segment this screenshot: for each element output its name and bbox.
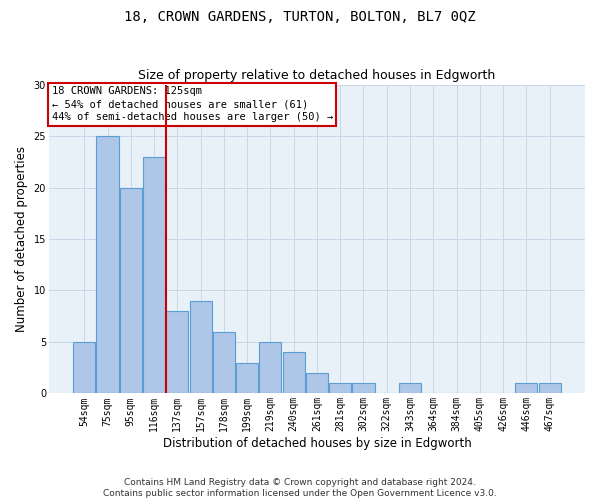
Bar <box>306 373 328 394</box>
X-axis label: Distribution of detached houses by size in Edgworth: Distribution of detached houses by size … <box>163 437 471 450</box>
Bar <box>236 362 258 394</box>
Text: 18, CROWN GARDENS, TURTON, BOLTON, BL7 0QZ: 18, CROWN GARDENS, TURTON, BOLTON, BL7 0… <box>124 10 476 24</box>
Text: Contains HM Land Registry data © Crown copyright and database right 2024.
Contai: Contains HM Land Registry data © Crown c… <box>103 478 497 498</box>
Bar <box>329 383 351 394</box>
Bar <box>190 301 212 394</box>
Bar <box>166 311 188 394</box>
Bar <box>515 383 538 394</box>
Bar <box>213 332 235 394</box>
Bar <box>283 352 305 394</box>
Bar <box>259 342 281 394</box>
Bar <box>352 383 374 394</box>
Title: Size of property relative to detached houses in Edgworth: Size of property relative to detached ho… <box>138 69 496 82</box>
Bar <box>143 156 165 394</box>
Text: 18 CROWN GARDENS: 125sqm
← 54% of detached houses are smaller (61)
44% of semi-d: 18 CROWN GARDENS: 125sqm ← 54% of detach… <box>52 86 333 122</box>
Bar <box>539 383 560 394</box>
Bar <box>120 188 142 394</box>
Bar <box>97 136 119 394</box>
Bar <box>73 342 95 394</box>
Bar <box>399 383 421 394</box>
Y-axis label: Number of detached properties: Number of detached properties <box>15 146 28 332</box>
